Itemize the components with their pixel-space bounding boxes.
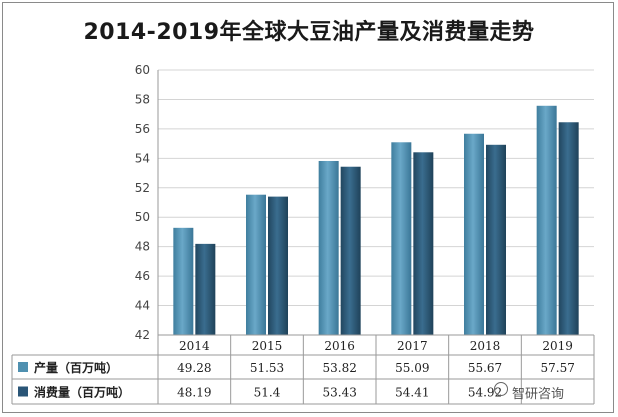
data-label: 51.4 (254, 386, 281, 400)
bar-consumption-2015 (268, 196, 288, 335)
data-label: 48.19 (177, 386, 211, 400)
data-label: 53.43 (322, 386, 356, 400)
data-label: 49.28 (177, 361, 211, 375)
y-tick-label: 58 (135, 92, 150, 106)
y-tick-label: 44 (135, 299, 150, 313)
bar-production-2018 (464, 133, 484, 335)
x-tick-label: 2014 (179, 339, 210, 353)
y-tick-label: 60 (135, 63, 150, 77)
x-tick-label: 2015 (252, 339, 283, 353)
y-tick-label: 54 (135, 151, 150, 165)
data-label: 54.41 (395, 386, 429, 400)
bar-production-2014 (173, 227, 194, 335)
data-label: 53.82 (322, 361, 356, 375)
x-tick-label: 2017 (397, 339, 428, 353)
bar-production-2015 (246, 194, 266, 335)
y-tick-label: 50 (135, 210, 150, 224)
data-label: 51.53 (250, 361, 284, 375)
y-tick-label: 52 (135, 181, 150, 195)
data-label: 55.09 (395, 361, 429, 375)
y-tick-label: 42 (135, 328, 150, 342)
bar-production-2019 (536, 105, 557, 336)
y-tick-label: 46 (135, 269, 150, 283)
bar-consumption-2014 (195, 243, 216, 335)
bar-consumption-2019 (558, 122, 579, 335)
y-tick-label: 56 (135, 122, 150, 136)
y-tick-label: 48 (135, 240, 150, 254)
bar-consumption-2018 (486, 144, 506, 335)
data-label: 54.92 (468, 386, 502, 400)
data-label: 57.57 (540, 361, 574, 375)
bar-production-2016 (318, 160, 339, 335)
bar-production-2017 (391, 142, 412, 335)
chart-title: 2014-2019年全球大豆油产量及消费量走势 (83, 20, 535, 45)
legend-entry: 产量（百万吨） (34, 360, 118, 375)
bar-consumption-2016 (340, 166, 361, 335)
x-tick-label: 2019 (542, 339, 573, 353)
legend-entry: 消费量（百万吨） (34, 385, 130, 400)
wechat-icon (494, 382, 508, 396)
legend-key (18, 386, 28, 397)
x-tick-label: 2018 (470, 339, 501, 353)
x-tick-label: 2016 (324, 339, 355, 353)
watermark-text: 智研咨询 (512, 387, 565, 402)
data-label: 55.67 (468, 361, 502, 375)
bar-consumption-2017 (413, 152, 434, 335)
legend-key (18, 362, 28, 372)
